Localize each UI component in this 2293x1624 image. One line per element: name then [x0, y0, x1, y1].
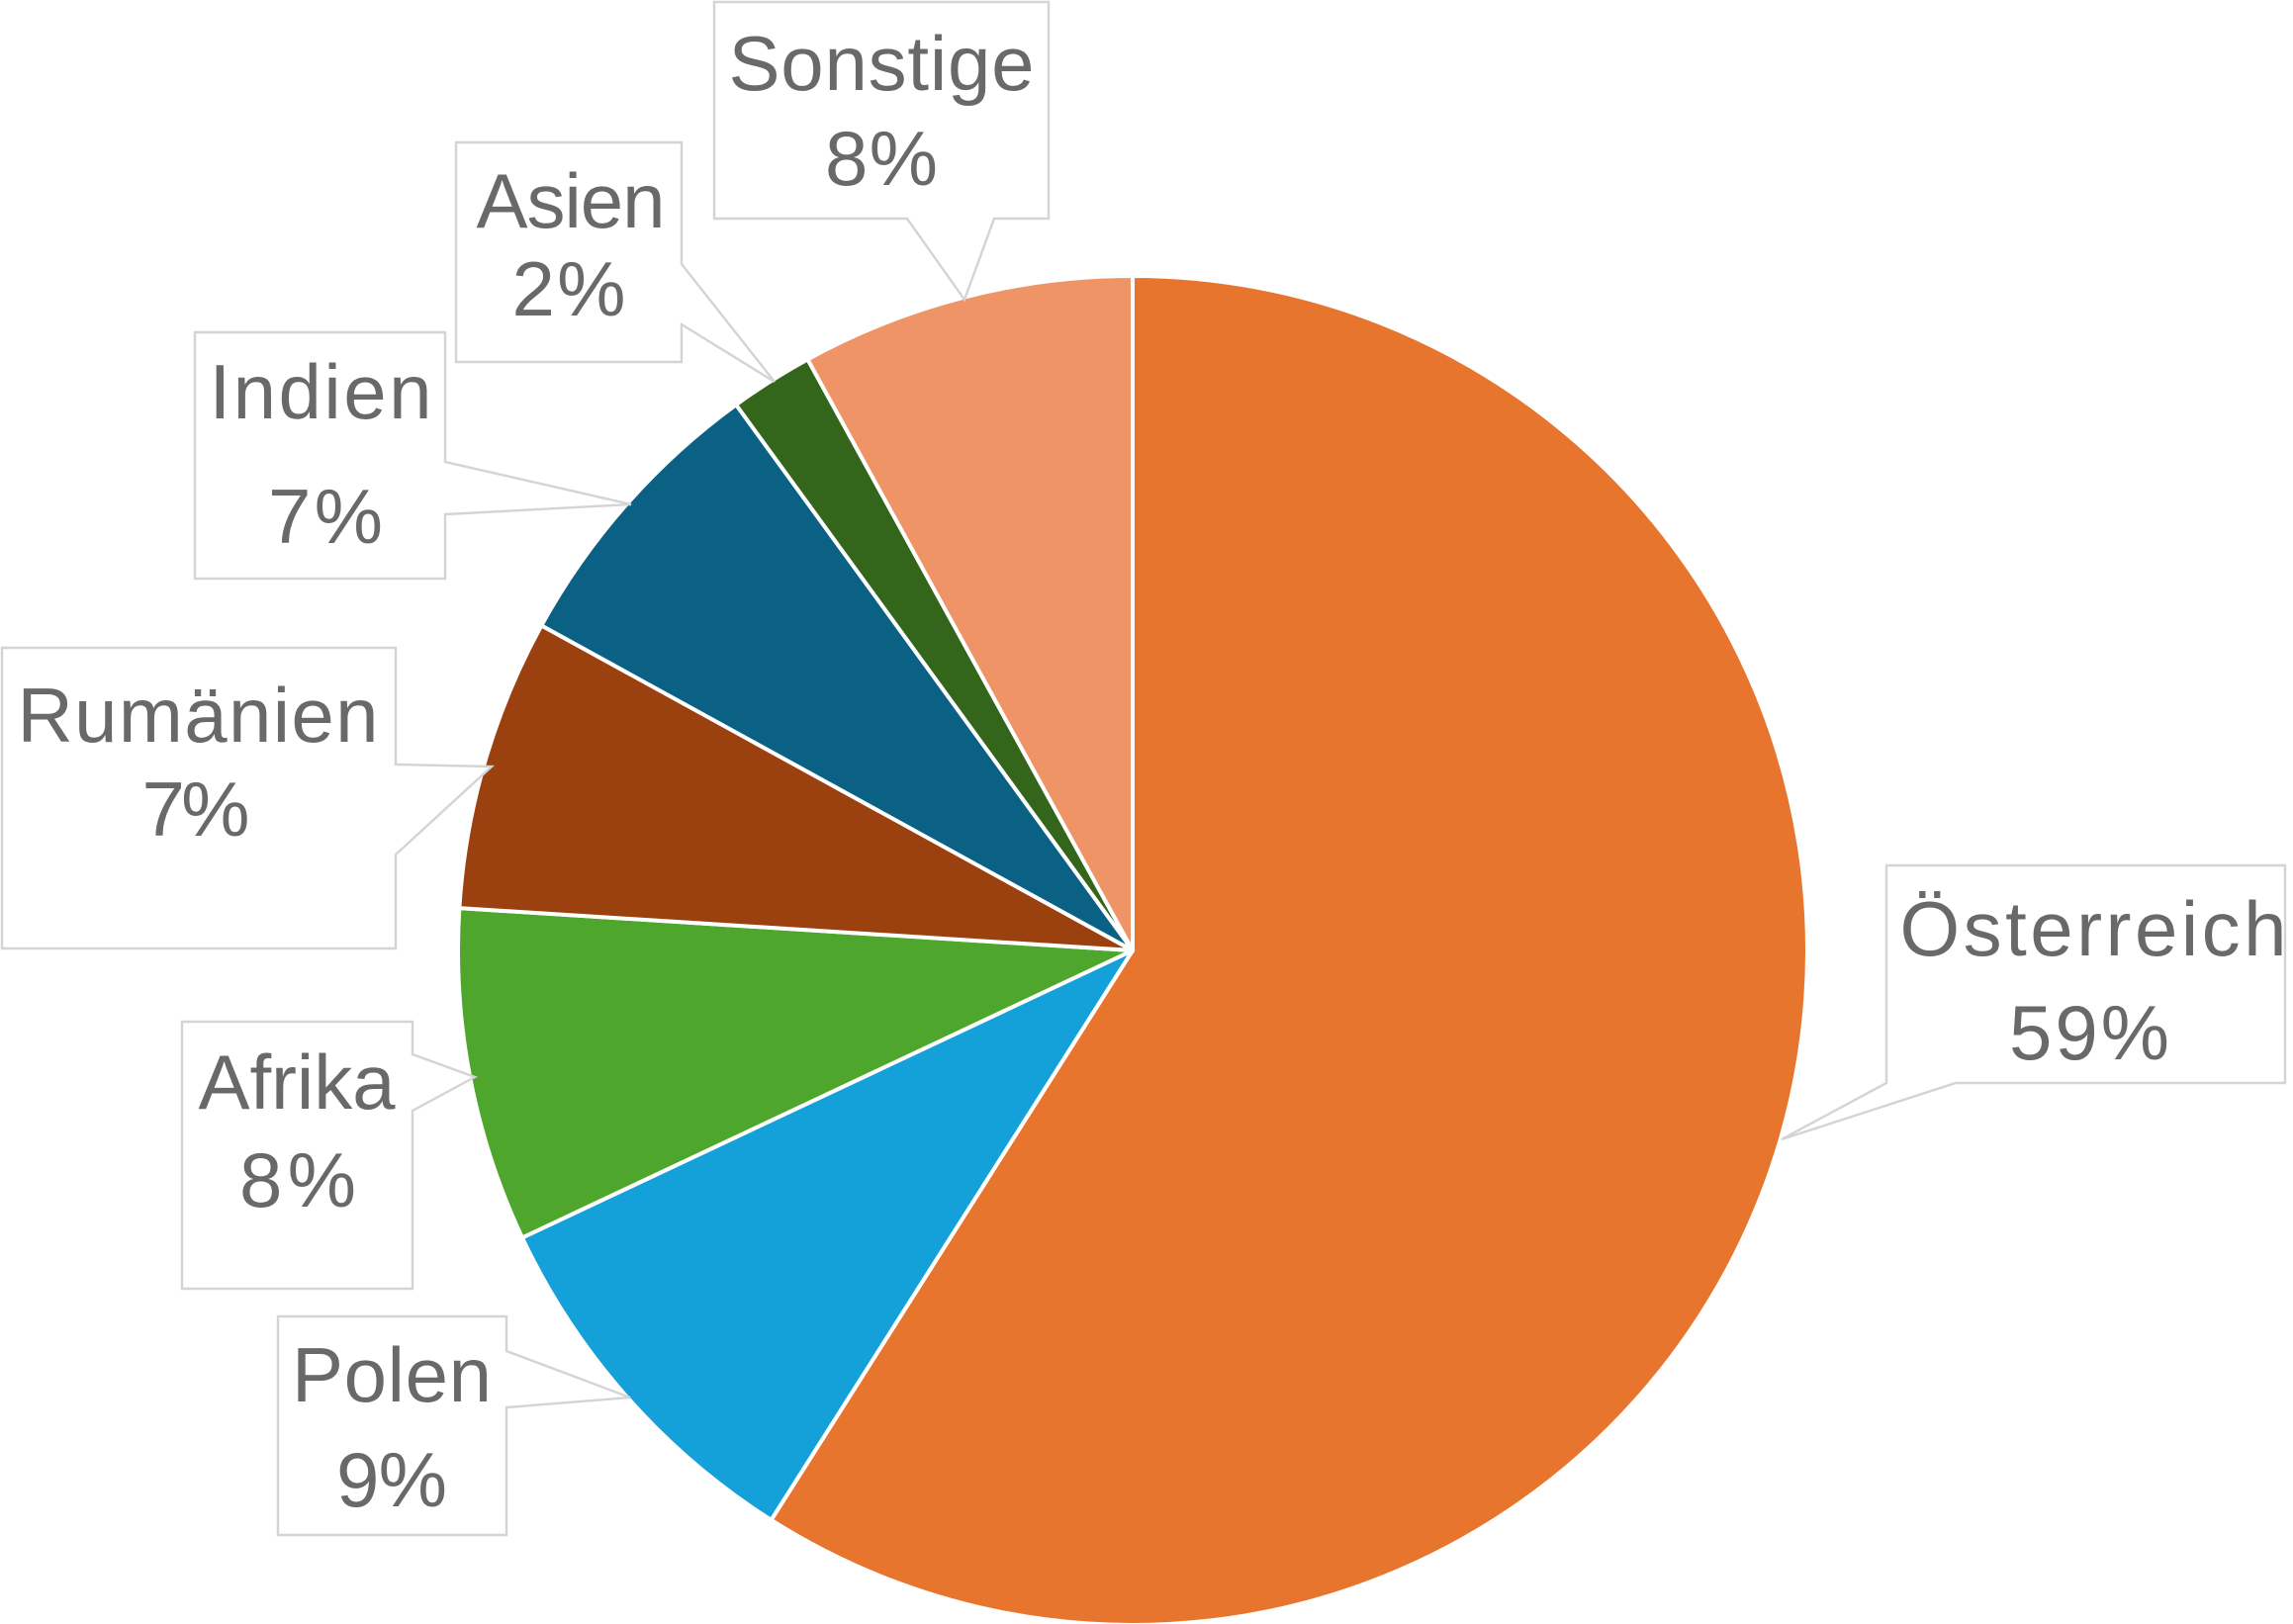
svg-text:Asien: Asien: [477, 157, 666, 244]
svg-text:Sonstige: Sonstige: [729, 20, 1035, 107]
svg-text:7%: 7%: [268, 473, 383, 560]
svg-text:59%: 59%: [2009, 989, 2169, 1076]
svg-text:7%: 7%: [142, 766, 250, 853]
svg-text:9%: 9%: [336, 1436, 447, 1523]
svg-text:8%: 8%: [825, 115, 938, 202]
svg-text:8%: 8%: [239, 1136, 356, 1223]
svg-text:Afrika: Afrika: [199, 1038, 397, 1126]
svg-text:Rumänien: Rumänien: [18, 672, 379, 759]
svg-text:Österreich: Österreich: [1900, 885, 2287, 972]
svg-text:Polen: Polen: [292, 1331, 492, 1418]
svg-text:Indien: Indien: [210, 348, 432, 435]
svg-text:2%: 2%: [512, 245, 626, 332]
